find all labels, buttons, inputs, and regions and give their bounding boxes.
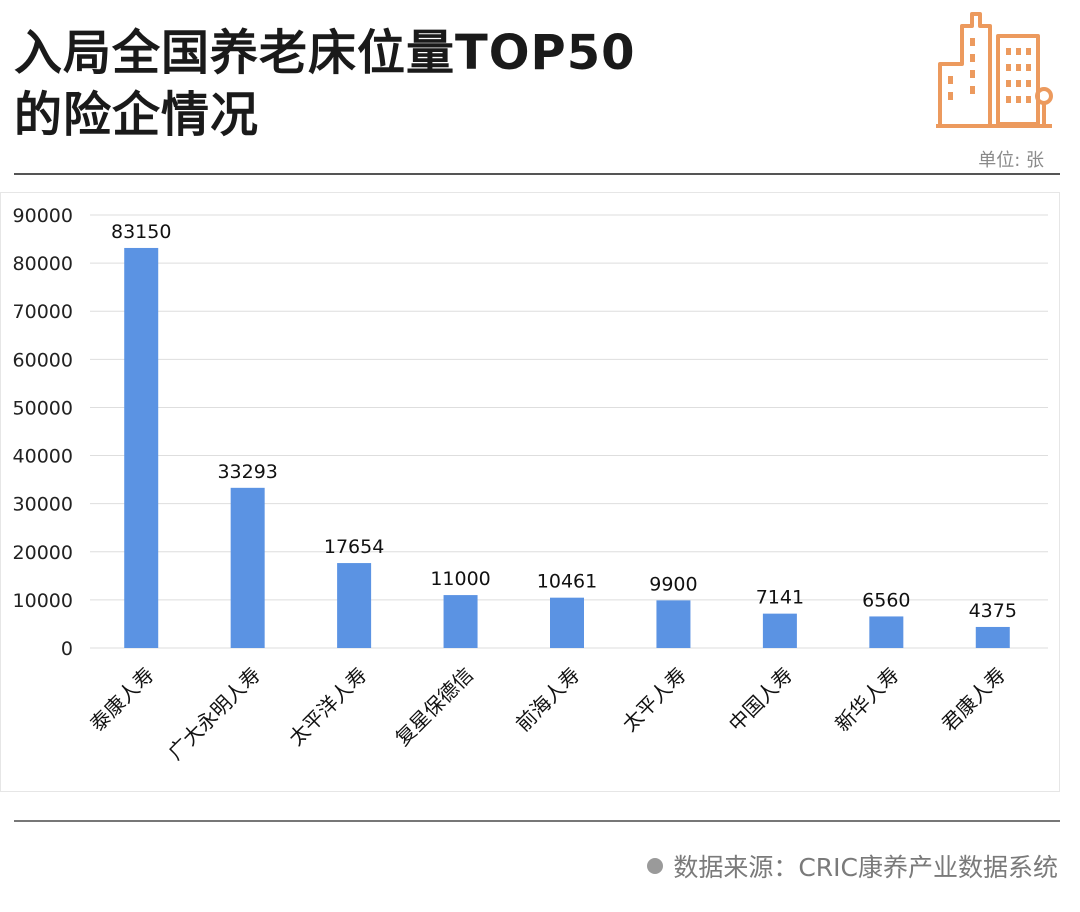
x-tick-label: 新华人寿 — [830, 663, 904, 737]
header-divider — [14, 173, 1060, 175]
unit-label: 单位: 张 — [978, 150, 1044, 171]
bar — [443, 595, 478, 648]
data-label: 11000 — [430, 568, 490, 590]
bar — [975, 626, 1010, 648]
data-label: 17654 — [324, 536, 384, 558]
y-tick-label: 80000 — [13, 253, 73, 275]
page-title: 入局全国养老床位量TOP50 的险企情况 — [14, 22, 636, 146]
data-label: 6560 — [862, 589, 910, 611]
y-tick-label: 20000 — [13, 542, 73, 564]
bullet-dot-icon — [647, 858, 664, 874]
data-label: 7141 — [756, 587, 804, 609]
x-tick-label: 太平人寿 — [617, 663, 691, 737]
x-tick-label: 君康人寿 — [937, 663, 1011, 737]
data-label: 9900 — [649, 573, 697, 595]
title-line-2: 的险企情况 — [14, 87, 260, 143]
y-tick-label: 70000 — [13, 301, 73, 323]
bar — [124, 247, 159, 648]
footer-divider — [14, 820, 1060, 822]
bar — [337, 563, 372, 648]
x-tick-label: 前海人寿 — [511, 663, 585, 737]
y-tick-label: 10000 — [13, 590, 73, 612]
y-tick-label: 30000 — [13, 494, 73, 516]
data-source-text: 数据来源：CRIC康养产业数据系统 — [673, 853, 1058, 882]
y-tick-label: 40000 — [13, 446, 73, 468]
y-tick-label: 60000 — [13, 349, 73, 371]
data-label: 10461 — [537, 571, 597, 593]
x-tick-label: 泰康人寿 — [85, 663, 159, 737]
bar — [762, 613, 797, 648]
x-tick-label: 中国人寿 — [724, 663, 798, 737]
data-label: 4375 — [969, 600, 1017, 622]
bar — [656, 600, 691, 648]
y-tick-label: 0 — [61, 638, 73, 660]
x-tick-label: 太平洋人寿 — [284, 663, 372, 751]
title-line-1: 入局全国养老床位量TOP50 — [14, 25, 636, 81]
y-tick-label: 50000 — [13, 397, 73, 419]
x-tick-label: 广大永明人寿 — [163, 663, 265, 765]
x-tick-label: 复星保德信 — [390, 663, 478, 751]
data-source: 数据来源：CRIC康养产业数据系统 — [647, 848, 1058, 884]
bar — [230, 487, 265, 648]
y-tick-label: 90000 — [13, 205, 73, 227]
chart-frame — [0, 192, 1060, 792]
data-label: 83150 — [111, 221, 171, 243]
bar — [869, 616, 904, 648]
bar-chart: 0 10000 20000 30000 40000 50000 60000 70000 8000… — [13, 205, 1048, 765]
data-label: 33293 — [217, 461, 277, 483]
bar — [550, 597, 584, 648]
building-icon — [936, 12, 1053, 128]
